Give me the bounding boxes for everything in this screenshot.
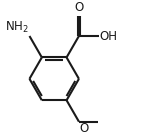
Text: O: O (79, 122, 89, 135)
Text: O: O (74, 1, 84, 14)
Text: OH: OH (99, 29, 117, 42)
Text: NH$_2$: NH$_2$ (5, 20, 28, 35)
